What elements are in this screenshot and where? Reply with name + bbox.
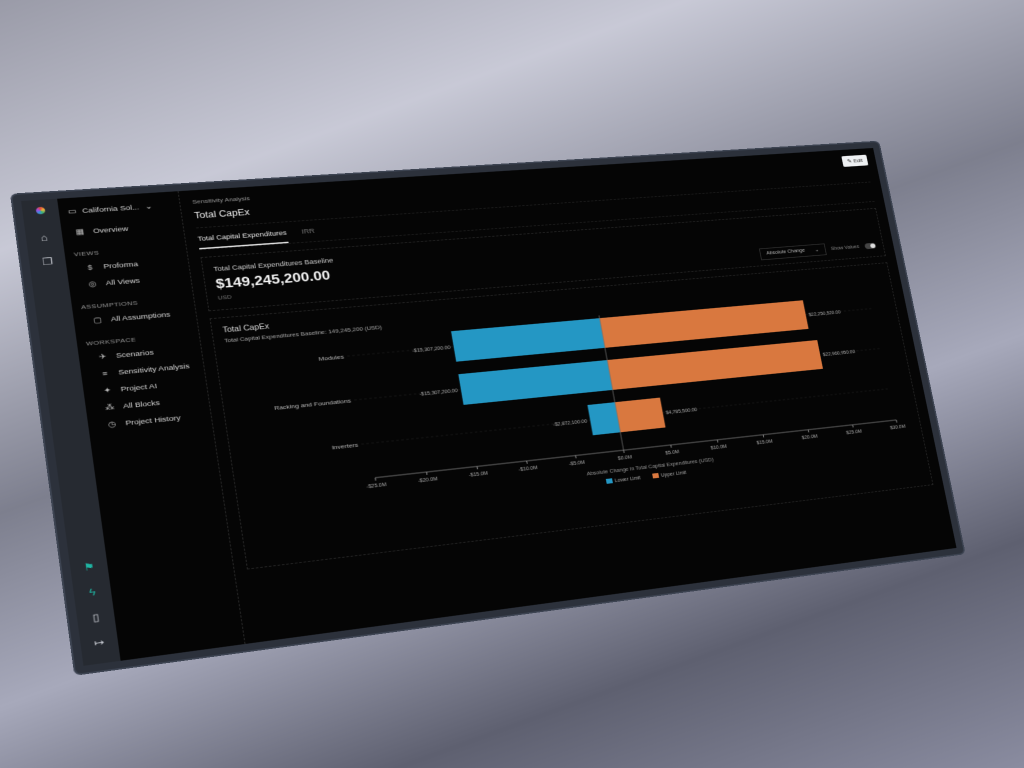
copy-icon[interactable]: ❐	[41, 255, 54, 268]
category-label: Modules	[318, 354, 345, 362]
legend-swatch	[652, 472, 660, 479]
chevron-down-icon: ⌄	[144, 202, 153, 212]
blocks-icon: ⁂	[104, 403, 115, 413]
x-tick-label: $15.0M	[756, 439, 773, 446]
tornado-chart: Modules -$15,307,200.00 $22,250,520.00 Rack…	[274, 300, 906, 490]
x-tick-label: $5.0M	[665, 450, 680, 457]
views-icon: ◎	[88, 280, 97, 289]
legend-label: Lower Limit	[615, 476, 642, 484]
nav-item-overview[interactable]: ▦ Overview	[70, 218, 176, 241]
mode-select-value: Absolute Change	[766, 248, 806, 256]
sparkle-icon: ✦	[103, 386, 112, 396]
nav-item-label: Project AI	[120, 382, 158, 394]
book-icon[interactable]: ▯	[91, 611, 100, 624]
folder-icon: ▭	[67, 207, 77, 217]
x-tick-label: $10.0M	[710, 444, 727, 451]
nav-item-label: Project History	[124, 414, 182, 428]
show-values-label: Show Values	[830, 244, 860, 252]
nav-item-label: All Blocks	[122, 398, 161, 411]
bar-value-label: -$15,307,200.00	[419, 389, 458, 398]
x-tick-label: -$10.0M	[518, 466, 538, 473]
x-tick	[763, 435, 764, 438]
filter-icon: ≡	[101, 369, 108, 379]
x-tick-label: $25.0M	[846, 429, 862, 436]
logout-icon[interactable]: ↦	[93, 636, 106, 650]
bar-upper	[607, 340, 823, 390]
bar-lower	[458, 360, 613, 405]
logo-icon	[35, 206, 46, 215]
x-tick	[808, 430, 809, 433]
x-tick-label: -$20.0M	[418, 477, 438, 484]
x-tick	[624, 450, 625, 453]
project-name: California Sol...	[81, 203, 140, 216]
grid-icon: ▦	[75, 228, 85, 237]
x-tick-label: -$15.0M	[468, 471, 488, 478]
chevron-down-icon: ⌄	[814, 247, 820, 253]
bar-value-label: -$2,872,100.00	[553, 419, 588, 428]
x-tick	[896, 420, 897, 423]
x-tick-label: $20.0M	[801, 434, 818, 441]
clock-icon: ◷	[107, 420, 117, 430]
tab-total-capital-expenditures[interactable]: Total Capital Expenditures	[197, 229, 289, 250]
monitor: ⌂ ❐ ⚑ ϟ ▯ ↦ ▭ California Sol... ⌄ ▦ Over…	[12, 142, 965, 674]
x-tick-label: -$25.0M	[366, 482, 387, 490]
dollar-icon: $	[87, 263, 94, 272]
edit-button[interactable]: ✎ Edit	[841, 154, 869, 167]
app-screen: ⌂ ❐ ⚑ ϟ ▯ ↦ ▭ California Sol... ⌄ ▦ Over…	[21, 147, 957, 666]
document-icon: ▢	[92, 316, 103, 325]
x-tick	[853, 425, 854, 428]
bar-value-label: $22,250,520.00	[808, 310, 841, 318]
telescope-icon: ✈	[98, 352, 107, 362]
nav-item-label: Proforma	[102, 260, 139, 271]
nav-item-label: Scenarios	[115, 348, 155, 360]
bar-lower	[451, 318, 605, 362]
edit-label: Edit	[852, 157, 864, 164]
bar-upper	[614, 397, 666, 433]
project-selector[interactable]: ▭ California Sol... ⌄	[67, 202, 171, 216]
x-axis-title: Absolute Change in Total Capital Expendi…	[586, 458, 714, 478]
main-content: ✎ Edit Sensitivity Analysis Total CapEx T…	[178, 148, 956, 644]
nav-item-label: Overview	[92, 225, 129, 236]
bar-value-label: $22,960,950.00	[823, 350, 856, 358]
nav-item-label: All Views	[105, 276, 141, 288]
category-label: Racking and Foundations	[274, 398, 352, 412]
flag-icon[interactable]: ⚑	[82, 560, 96, 574]
lightning-icon[interactable]: ϟ	[88, 585, 97, 599]
show-values-toggle[interactable]	[864, 242, 877, 249]
legend-label: Upper Limit	[661, 470, 688, 478]
x-tick-label: $30.0M	[890, 424, 906, 431]
legend-swatch	[605, 478, 613, 484]
x-tick-label: $0.0M	[618, 455, 633, 462]
nav-item-label: All Assumptions	[110, 310, 171, 324]
chart-card: Total CapEx Total Capital Expenditures B…	[209, 262, 934, 570]
tab-irr[interactable]: IRR	[301, 227, 316, 236]
bar-lower	[587, 402, 621, 436]
nav-item-label: Sensitivity Analysis	[117, 362, 191, 377]
x-tick	[671, 445, 672, 448]
bar-value-label: $4,785,500.00	[666, 408, 698, 416]
x-tick	[717, 440, 718, 443]
bar-value-label: -$15,307,200.00	[412, 345, 451, 354]
category-label: Inverters	[331, 442, 359, 451]
home-icon[interactable]: ⌂	[39, 231, 49, 244]
pencil-icon: ✎	[846, 158, 853, 165]
x-tick-label: -$5.0M	[569, 460, 586, 467]
